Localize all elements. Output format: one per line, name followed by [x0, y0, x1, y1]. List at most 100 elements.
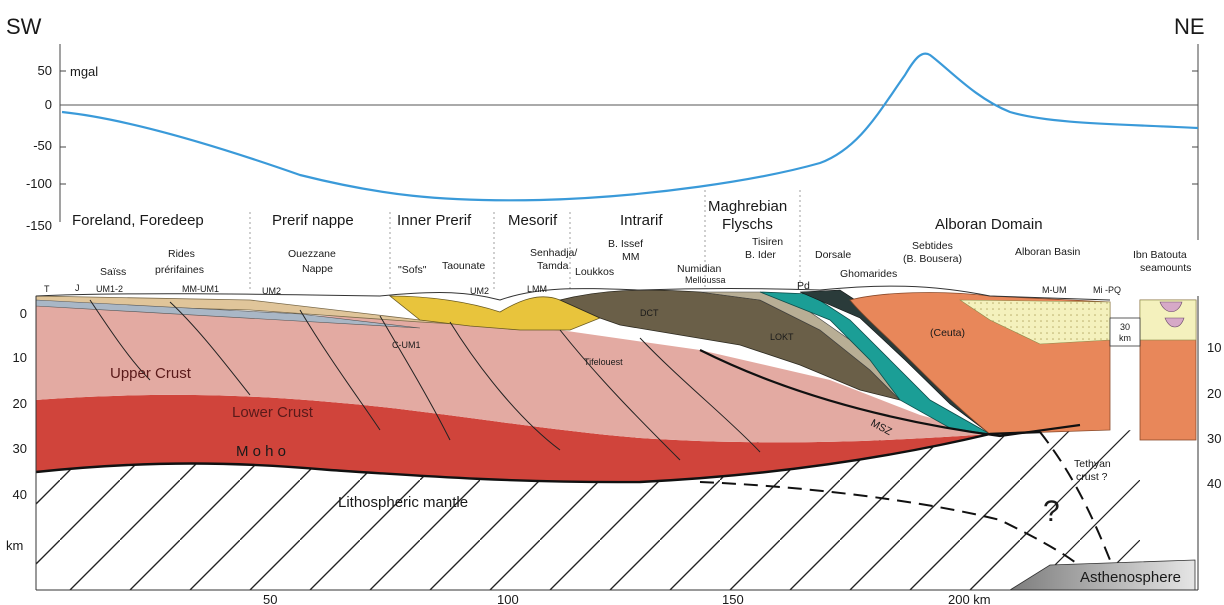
- distance-tick-label: 150: [722, 592, 744, 605]
- depth-tick-label: 30: [1207, 431, 1221, 446]
- seamount-volcanics: [1159, 301, 1185, 328]
- label-rides-2: prérifaines: [155, 264, 204, 276]
- alboran-basin-sediments: [958, 299, 1111, 345]
- domain-prerif-nappe: Prerif nappe: [272, 212, 354, 229]
- label-bissef-1: B. Issef: [608, 238, 643, 250]
- lower-crust: [36, 394, 990, 483]
- label-m-um: M-UM: [1042, 285, 1067, 295]
- label-tethyan-1: Tethyan: [1074, 458, 1111, 470]
- label-ouezzane-1: Ouezzane: [288, 248, 336, 260]
- label-ceuta: (Ceuta): [930, 327, 965, 339]
- intrarif-flysch: [558, 289, 902, 401]
- label-dct: DCT: [640, 308, 659, 318]
- label-tisiren-1: Tisiren: [752, 236, 783, 248]
- distance-tick-label: 50: [263, 592, 277, 605]
- domain-flyschs: Flyschs: [722, 216, 773, 233]
- label-rides-1: Rides: [168, 248, 195, 260]
- upper-crust: [36, 304, 990, 443]
- label-senhadja-2: Tamda: [537, 260, 569, 272]
- label-tifelouest: Tifelouest: [584, 357, 623, 367]
- label-sofs: "Sofs": [398, 264, 427, 276]
- gravity-tick-label: 50: [38, 63, 52, 78]
- label-ouezzane-2: Nappe: [302, 263, 333, 275]
- label-bissef-2: MM: [622, 251, 640, 263]
- label-tisiren-2: B. Ider: [745, 249, 776, 261]
- label-senhadja-1: Senhadja/: [530, 247, 577, 259]
- label-tethyan-2: crust ?: [1076, 471, 1108, 483]
- depth-tick-label: 30: [13, 441, 27, 456]
- label-um2-a: UM2: [262, 286, 281, 296]
- label-c-um1: C-UM1: [392, 340, 421, 350]
- depth-tick-label: 40: [1207, 476, 1221, 491]
- layer-labels: Upper Crust Lower Crust M o h o Lithosph…: [110, 365, 1181, 586]
- label-lower-crust: Lower Crust: [232, 404, 314, 421]
- label-melloussa: Melloussa: [685, 275, 726, 285]
- gravity-tick-label: -50: [33, 138, 52, 153]
- fault-lines: [89, 299, 761, 461]
- gravity-unit: mgal: [70, 64, 98, 79]
- label-ibn-batouta-1: Ibn Batouta: [1133, 249, 1187, 261]
- label-lithospheric-mantle: Lithospheric mantle: [338, 494, 468, 511]
- label-loukkos: Loukkos: [575, 266, 614, 278]
- depth-tick-label: 20: [13, 396, 27, 411]
- label-t: T: [44, 284, 50, 294]
- gravity-profile: SW NE 50 0 -50 -100 -150 mgal: [6, 14, 1205, 240]
- label-um1-2: UM1-2: [96, 284, 123, 294]
- right-depth-axis: 10 20 30 40: [1197, 296, 1221, 590]
- label-ghomarides: Ghomarides: [840, 268, 897, 280]
- ne-label: NE: [1174, 14, 1205, 39]
- lithospheric-mantle: [36, 432, 1040, 590]
- gravity-tick-label: 0: [45, 97, 52, 112]
- label-moho: M o h o: [236, 443, 286, 460]
- gravity-tick-label: -150: [26, 218, 52, 233]
- distance-tick-label: 100: [497, 592, 519, 605]
- label-asthenosphere: Asthenosphere: [1080, 569, 1181, 586]
- label-alboran-basin: Alboran Basin: [1015, 246, 1081, 258]
- label-pd: Pd: [797, 280, 810, 292]
- unit-labels: Saïss Rides prérifaines Ouezzane Nappe "…: [44, 236, 1191, 438]
- domain-inner-prerif: Inner Prerif: [397, 212, 472, 229]
- scale-box: [1109, 317, 1141, 347]
- domain-labels: Foreland, Foredeep Prerif nappe Inner Pr…: [72, 198, 1043, 233]
- label-sebtides-1: Sebtides: [912, 240, 953, 252]
- label-j: J: [75, 283, 80, 293]
- label-upper-crust: Upper Crust: [110, 365, 192, 382]
- label-saiss: Saïss: [100, 266, 126, 278]
- slab-boundary-2: [1039, 431, 1111, 561]
- topography-line: [35, 285, 1111, 301]
- domain-boundaries: [249, 190, 801, 290]
- domain-maghrebian: Maghrebian: [708, 198, 787, 215]
- depth-tick-label: 10: [13, 350, 27, 365]
- label-um2-b: UM2: [470, 286, 489, 296]
- moho-line: [35, 430, 1041, 484]
- domain-mesorif: Mesorif: [508, 212, 558, 229]
- depth-tick-label: 40: [13, 487, 27, 502]
- label-lmm: LMM: [527, 284, 547, 294]
- distance-tick-label: 200 km: [948, 592, 991, 605]
- sw-label: SW: [6, 14, 42, 39]
- slab-boundary: [699, 481, 1101, 586]
- main-shear-zone: [699, 349, 1081, 438]
- domain-alboran: Alboran Domain: [935, 216, 1043, 233]
- distance-axis: 50 100 150 200 km: [36, 589, 1198, 605]
- gravity-tick-labels: 50 0 -50 -100 -150: [26, 63, 52, 233]
- label-ibn-batouta-2: seamounts: [1140, 262, 1191, 274]
- scale-box-value: 30: [1120, 322, 1130, 332]
- bouguer-anomaly-curve: [61, 52, 1199, 202]
- scale-box-unit: km: [1119, 333, 1131, 343]
- label-lokt: LOKT: [770, 332, 794, 342]
- left-depth-axis: 0 10 20 30 40 km: [6, 296, 37, 590]
- domain-intrarif: Intrarif: [620, 212, 663, 229]
- label-dorsale: Dorsale: [815, 249, 851, 261]
- depth-unit: km: [6, 538, 23, 553]
- depth-tick-label: 10: [1207, 340, 1221, 355]
- depth-tick-label: 20: [1207, 386, 1221, 401]
- domain-foreland: Foreland, Foredeep: [72, 212, 204, 229]
- label-mm-um1: MM-UM1: [182, 284, 219, 294]
- label-sebtides-2: (B. Bousera): [903, 253, 962, 265]
- cross-section: 30 km: [35, 285, 1197, 591]
- question-mark: ?: [1043, 495, 1060, 528]
- depth-tick-label: 0: [20, 306, 27, 321]
- label-numidian: Numidian: [677, 263, 722, 275]
